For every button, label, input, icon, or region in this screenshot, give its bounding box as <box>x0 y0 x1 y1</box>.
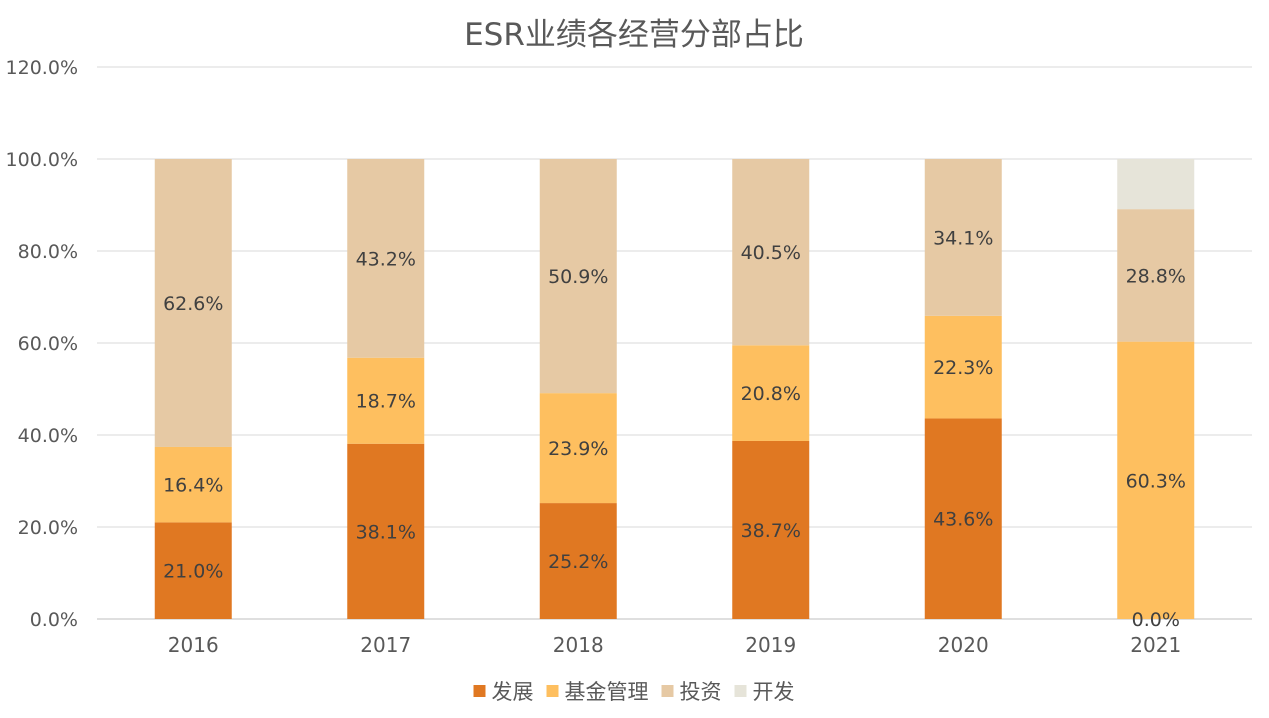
legend-swatch <box>734 685 747 697</box>
bar-segment <box>732 159 810 346</box>
data-label: 16.4% <box>163 475 223 497</box>
data-label: 23.9% <box>548 438 608 460</box>
bar-segment <box>539 159 617 394</box>
bar-segment <box>154 446 232 523</box>
data-label: 28.8% <box>1126 265 1186 287</box>
y-tick-label: 20.0% <box>18 517 78 539</box>
data-label: 22.3% <box>933 357 993 379</box>
x-tick-label: 2016 <box>168 633 219 657</box>
data-label: 43.2% <box>356 248 416 270</box>
x-tick-label: 2021 <box>1130 633 1181 657</box>
chart-title: ESR业绩各经营分部占比 <box>464 17 804 53</box>
bars <box>154 159 1195 619</box>
y-tick-label: 60.0% <box>18 333 78 355</box>
y-tick-label: 120.0% <box>6 57 78 79</box>
bar-segment <box>924 315 1002 419</box>
y-tick-label: 80.0% <box>18 241 78 263</box>
legend-label: 开发 <box>753 680 795 704</box>
bar-segment <box>347 159 425 358</box>
data-label: 50.9% <box>548 266 608 288</box>
bar-segment <box>924 159 1002 316</box>
data-label: 60.3% <box>1126 470 1186 492</box>
x-axis-tick-labels: 2016 2017 2018 2019 2020 2021 <box>168 633 1181 657</box>
y-tick-label: 100.0% <box>6 149 78 171</box>
x-tick-label: 2020 <box>938 633 989 657</box>
bar-segment <box>732 440 810 619</box>
gridlines <box>97 66 1252 620</box>
data-label: 43.6% <box>933 509 993 531</box>
data-label: 62.6% <box>163 293 223 315</box>
data-label: 20.8% <box>741 383 801 405</box>
bar-segment <box>154 159 232 447</box>
data-label: 25.2% <box>548 551 608 573</box>
bar-segment <box>1117 159 1195 210</box>
x-tick-label: 2017 <box>360 633 411 657</box>
data-label: 38.1% <box>356 521 416 543</box>
bar-segment <box>1117 341 1195 619</box>
bar-segment <box>539 503 617 619</box>
bar-segment <box>539 393 617 504</box>
legend-label: 基金管理 <box>565 680 649 704</box>
bar-segment <box>924 418 1002 619</box>
data-label: 0.0% <box>1132 609 1180 631</box>
y-tick-label: 0.0% <box>30 609 78 631</box>
data-label: 18.7% <box>356 391 416 413</box>
x-tick-label: 2018 <box>553 633 604 657</box>
legend-label: 投资 <box>680 680 722 704</box>
legend-swatch <box>473 685 486 697</box>
legend-swatch <box>546 685 559 697</box>
legend: 发展 基金管理 投资 开发 <box>473 680 795 704</box>
y-axis-tick-labels: 0.0% 20.0% 40.0% 60.0% 80.0% 100.0% 120.0% <box>6 57 78 631</box>
bar-segment <box>154 522 232 619</box>
data-label: 38.7% <box>741 520 801 542</box>
data-label: 21.0% <box>163 561 223 583</box>
legend-label: 发展 <box>492 680 534 704</box>
bar-segment <box>347 357 425 444</box>
data-label: 34.1% <box>933 227 993 249</box>
bar-segment <box>1117 209 1195 342</box>
bar-segment <box>347 443 425 619</box>
data-label: 40.5% <box>741 242 801 264</box>
y-tick-label: 40.0% <box>18 425 78 447</box>
bar-segment <box>732 345 810 441</box>
legend-swatch <box>661 685 674 697</box>
data-labels: 21.0% 16.4% 62.6% 38.1% 18.7% 43.2% 25.2% 23.9%… <box>163 227 1186 631</box>
x-tick-label: 2019 <box>745 633 796 657</box>
